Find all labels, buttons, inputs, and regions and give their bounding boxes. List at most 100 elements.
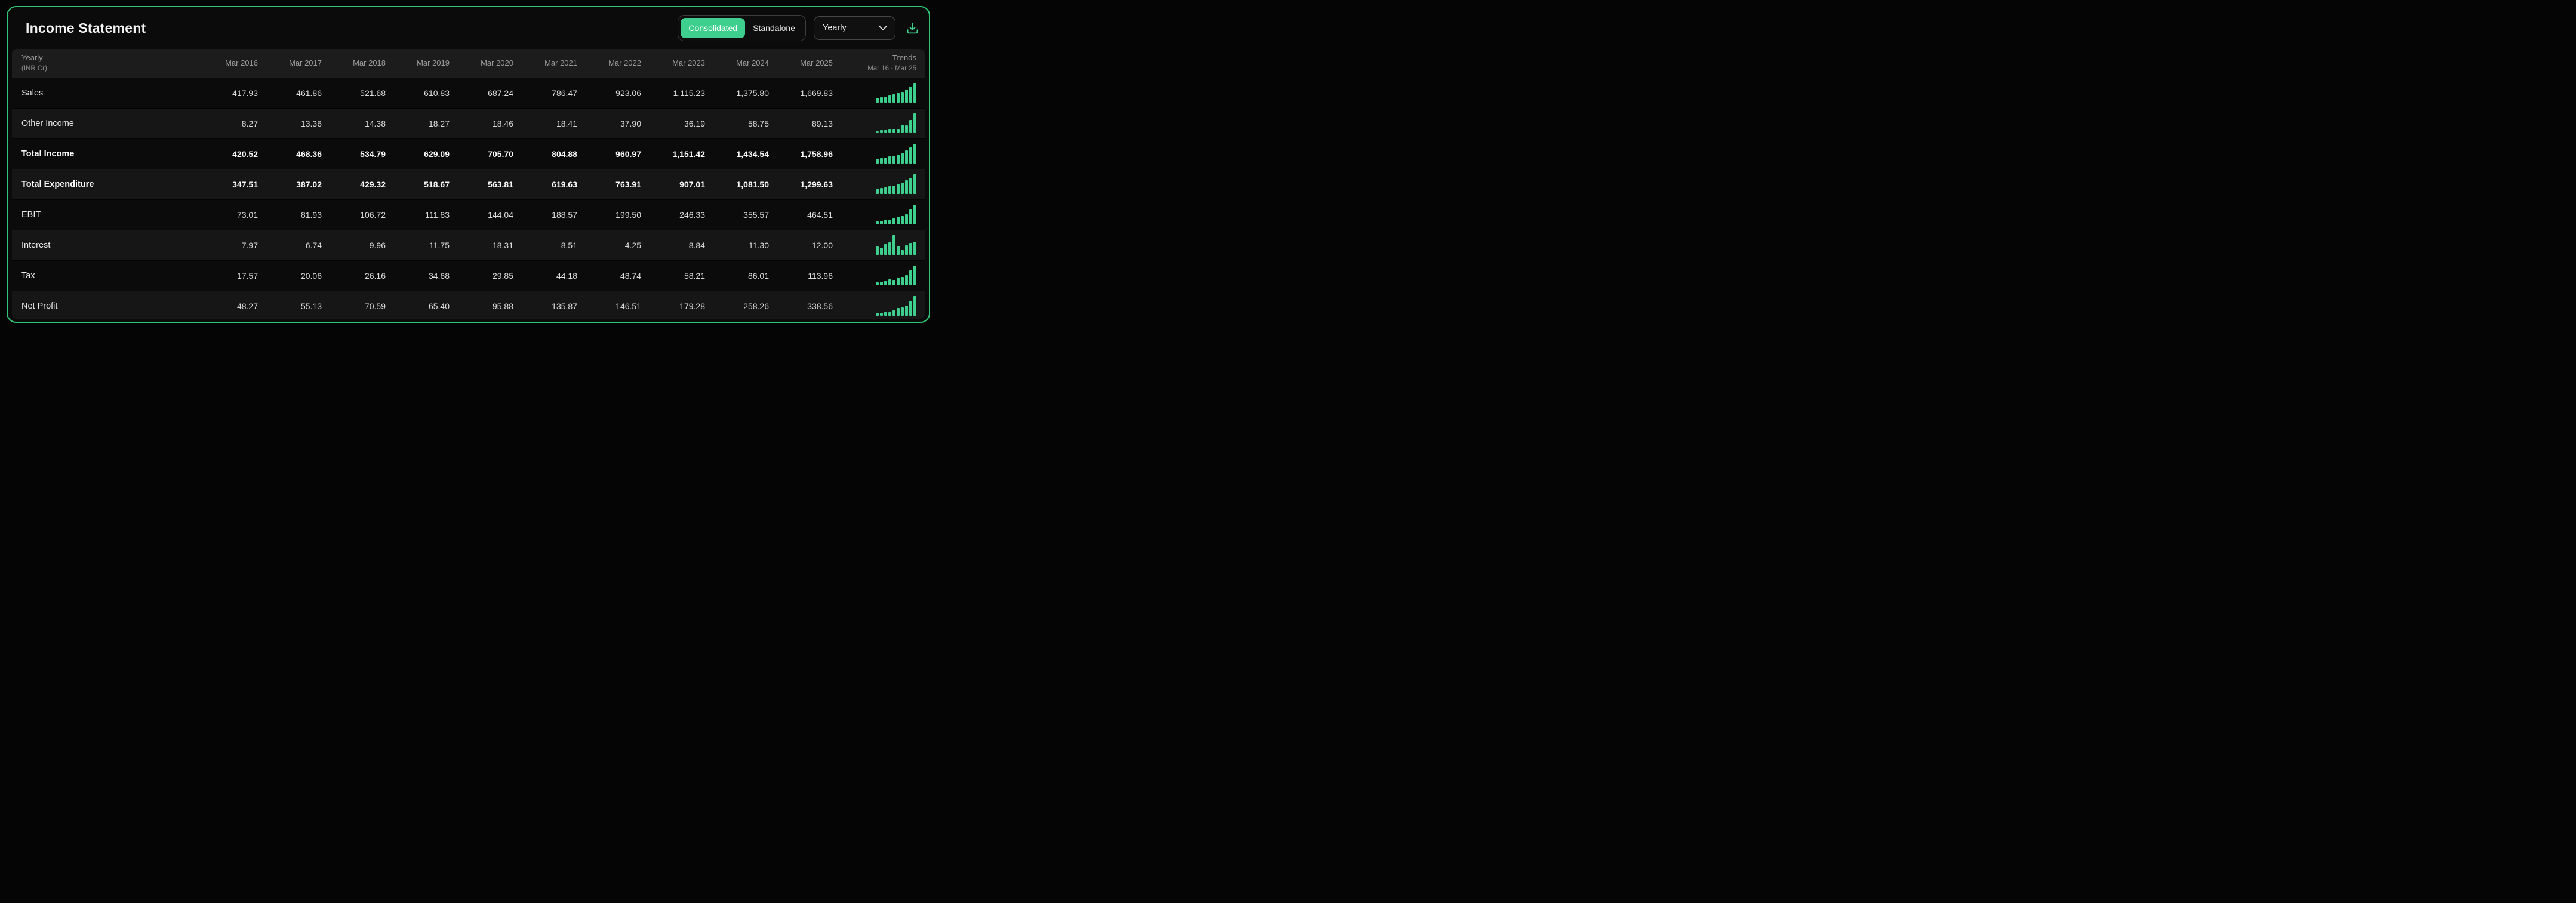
cell-value: 619.63 [552,179,577,189]
cell-value: 26.16 [364,270,386,281]
row-label: Total Expenditure [21,179,94,189]
trends-header-line2: Mar 16 - Mar 25 [867,64,916,72]
spark-bar [913,83,916,103]
cell-value: 518.67 [424,179,450,189]
spark-bar [876,189,879,194]
cell-value: 429.32 [360,179,386,189]
cell-value: 687.24 [488,88,513,98]
year-column-header: Mar 2022 [586,49,650,78]
row-label: EBIT [21,209,41,220]
spark-bar [897,278,900,285]
year-column-header: Mar 2021 [522,49,586,78]
trend-cell [841,260,925,291]
cell-value: 763.91 [615,179,641,189]
toggle-option-standalone[interactable]: Standalone [745,18,803,38]
cell-value: 1,669.83 [800,88,833,98]
cell-value: 18.41 [556,118,577,128]
spark-bar [880,158,883,164]
table-row: Net Profit 48.27 55.13 70.59 65.40 95.88 135.8… [12,291,925,319]
cell-value: 20.06 [300,270,322,281]
table-header-row: Yearly (INR Cr) Mar 2016 Mar 2017 Mar 2018… [12,49,925,78]
cell-value: 4.25 [624,240,641,250]
trend-cell [841,138,925,169]
spark-bar [892,186,895,194]
spark-bar [897,217,900,224]
cell-value: 907.01 [679,179,705,189]
table-row: Total Income 420.52 468.36 534.79 629.09 705.… [12,138,925,169]
trend-sparkline [876,296,916,316]
cell-value: 48.74 [620,270,641,281]
download-button[interactable] [905,21,920,36]
year-column-header: Mar 2018 [330,49,394,78]
cell-value: 1,115.23 [673,88,705,98]
table-row: Interest 7.97 6.74 9.96 11.75 18.31 8.51 4.25 8.… [12,230,925,260]
cell-value: 420.52 [232,149,258,159]
cell-value: 14.38 [364,118,386,128]
year-column-header: Mar 2017 [266,49,330,78]
year-column-header: Mar 2019 [394,49,458,78]
spark-bar [892,310,895,316]
spark-bar [892,218,895,224]
cell-value: 73.01 [236,209,258,220]
spark-bar [892,94,895,103]
spark-bar [905,245,908,255]
unit-column-header: Yearly (INR Cr) [12,49,202,78]
cell-value: 1,758.96 [800,149,833,159]
row-label: Tax [21,270,35,281]
cell-value: 1,299.63 [800,179,833,189]
cell-value: 34.68 [428,270,450,281]
spark-bar [901,277,904,285]
spark-bar [888,186,891,194]
unit-header-line2: (INR Cr) [21,64,47,72]
trend-cell [841,169,925,199]
cell-value: 18.27 [428,118,450,128]
spark-bar [892,129,895,133]
spark-bar [880,130,883,133]
row-label: Net Profit [21,301,58,311]
consolidated-standalone-toggle: Consolidated Standalone [678,15,806,41]
cell-value: 11.75 [429,240,450,250]
spark-bar [897,93,900,103]
spark-bar [884,312,887,316]
trend-sparkline [876,113,916,133]
cell-value: 258.26 [743,301,769,311]
spark-bar [909,301,912,316]
trend-cell [841,291,925,319]
table-row: Other Income 8.27 13.36 14.38 18.27 18.46 18.4… [12,108,925,138]
trend-sparkline [876,235,916,255]
cell-value: 18.46 [492,118,513,128]
period-dropdown[interactable]: Yearly [814,16,895,40]
spark-bar [892,280,895,285]
cell-value: 55.13 [300,301,322,311]
spark-bar [884,220,887,224]
cell-value: 705.70 [488,149,513,159]
spark-bar [897,155,900,164]
row-label: Sales [21,88,44,98]
trend-cell [841,108,925,138]
table-row: EBIT 73.01 81.93 106.72 111.83 144.04 188.57 19… [12,199,925,230]
income-statement-card: Income Statement Consolidated Standalone… [7,6,930,323]
toggle-option-consolidated[interactable]: Consolidated [681,18,746,38]
cell-value: 37.90 [620,118,641,128]
spark-bar [905,90,908,103]
cell-value: 12.00 [811,240,833,250]
spark-bar [897,129,900,133]
trend-sparkline [876,205,916,224]
cell-value: 11.30 [749,240,769,250]
spark-bar [905,275,908,285]
cell-value: 113.96 [808,270,833,281]
trend-cell [841,230,925,260]
cell-value: 95.88 [492,301,513,311]
trend-cell [841,199,925,230]
cell-value: 355.57 [743,209,769,220]
spark-bar [876,159,879,164]
spark-bar [901,153,904,164]
spark-bar [905,214,908,224]
spark-bar [884,187,887,194]
spark-bar [909,120,912,133]
cell-value: 199.50 [615,209,641,220]
table-row: Sales 417.93 461.86 521.68 610.83 687.24 786.4… [12,78,925,108]
table-row: Total Expenditure 347.51 387.02 429.32 518.6… [12,169,925,199]
spark-bar [884,281,887,285]
cell-value: 1,434.54 [736,149,770,159]
